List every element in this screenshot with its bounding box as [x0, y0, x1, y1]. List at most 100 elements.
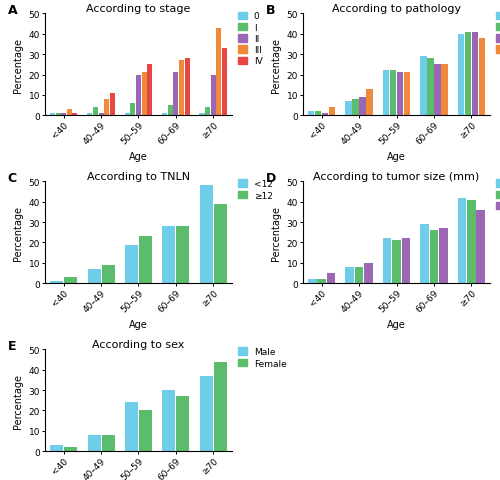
Bar	[130, 104, 136, 116]
Bar	[176, 396, 190, 451]
Bar	[88, 114, 92, 116]
Bar	[125, 402, 138, 451]
Bar	[184, 59, 190, 116]
Legend: Male, Female: Male, Female	[238, 348, 286, 368]
Bar	[458, 35, 464, 116]
Bar	[139, 410, 152, 451]
Bar	[98, 114, 103, 116]
Bar	[472, 33, 478, 116]
Title: According to sex: According to sex	[92, 339, 184, 349]
Bar	[200, 114, 204, 116]
Bar	[346, 102, 352, 116]
Y-axis label: Percentage: Percentage	[13, 373, 23, 428]
Bar	[176, 227, 190, 284]
Text: C: C	[8, 172, 16, 185]
Bar	[64, 277, 77, 284]
Bar	[329, 108, 336, 116]
Bar	[404, 73, 410, 116]
Bar	[383, 239, 392, 284]
Bar	[66, 110, 72, 116]
Bar	[162, 390, 175, 451]
Bar	[439, 229, 448, 284]
Bar	[124, 114, 130, 116]
Bar	[88, 435, 101, 451]
Bar	[179, 61, 184, 116]
Bar	[50, 282, 63, 284]
Bar	[214, 204, 226, 284]
Bar	[476, 210, 485, 284]
Bar	[441, 65, 448, 116]
X-axis label: Age: Age	[387, 320, 406, 330]
Title: According to pathology: According to pathology	[332, 4, 461, 13]
Bar	[366, 90, 373, 116]
Bar	[392, 241, 401, 284]
Bar	[322, 114, 328, 116]
Bar	[383, 72, 389, 116]
Legend: <40, 40–70, ≥70: <40, 40–70, ≥70	[496, 180, 500, 211]
Bar	[430, 231, 438, 284]
Text: D: D	[266, 172, 276, 185]
Y-axis label: Percentage: Percentage	[13, 38, 23, 93]
Bar	[427, 59, 434, 116]
Title: According to stage: According to stage	[86, 4, 190, 13]
Bar	[147, 65, 152, 116]
Bar	[346, 267, 354, 284]
Bar	[168, 106, 173, 116]
Bar	[142, 73, 146, 116]
Bar	[88, 269, 101, 284]
Bar	[205, 108, 210, 116]
X-axis label: Age: Age	[129, 152, 148, 162]
Bar	[162, 227, 175, 284]
Bar	[308, 279, 316, 284]
Bar	[352, 100, 359, 116]
Bar	[210, 75, 216, 116]
Bar	[102, 265, 114, 284]
Bar	[104, 100, 110, 116]
Bar	[318, 279, 326, 284]
Bar	[125, 245, 138, 284]
Bar	[434, 65, 440, 116]
Bar	[216, 29, 222, 116]
Bar	[214, 362, 226, 451]
Bar	[61, 114, 66, 116]
Bar	[56, 114, 60, 116]
Legend: 0, I, II, III, IV: 0, I, II, III, IV	[238, 12, 262, 66]
Bar	[174, 73, 178, 116]
Title: According to tumor size (mm): According to tumor size (mm)	[314, 171, 480, 181]
Legend: Well, Moderately, Poorly, Undifferentiated: Well, Moderately, Poorly, Undifferentiat…	[496, 12, 500, 55]
Bar	[72, 114, 78, 116]
Bar	[327, 274, 336, 284]
Bar	[355, 267, 364, 284]
Bar	[162, 114, 167, 116]
Y-axis label: Percentage: Percentage	[271, 205, 281, 260]
Text: E: E	[8, 339, 16, 352]
Bar	[50, 114, 55, 116]
Bar	[390, 72, 396, 116]
Bar	[464, 33, 471, 116]
Bar	[200, 376, 212, 451]
Bar	[364, 263, 373, 284]
X-axis label: Age: Age	[129, 320, 148, 330]
Bar	[64, 447, 77, 451]
Bar	[110, 94, 115, 116]
Title: According to TNLN: According to TNLN	[87, 171, 190, 181]
Y-axis label: Percentage: Percentage	[13, 205, 23, 260]
Bar	[420, 225, 429, 284]
Text: A: A	[8, 4, 17, 17]
Bar	[102, 435, 114, 451]
X-axis label: Age: Age	[387, 152, 406, 162]
Bar	[360, 98, 366, 116]
Bar	[139, 237, 152, 284]
Bar	[420, 57, 426, 116]
Bar	[467, 200, 475, 284]
Bar	[200, 186, 212, 284]
Bar	[397, 73, 403, 116]
Bar	[478, 39, 485, 116]
Legend: <12, ≥12: <12, ≥12	[238, 180, 273, 200]
Y-axis label: Percentage: Percentage	[271, 38, 281, 93]
Bar	[458, 198, 466, 284]
Bar	[308, 112, 314, 116]
Bar	[222, 49, 227, 116]
Bar	[315, 112, 322, 116]
Bar	[93, 108, 98, 116]
